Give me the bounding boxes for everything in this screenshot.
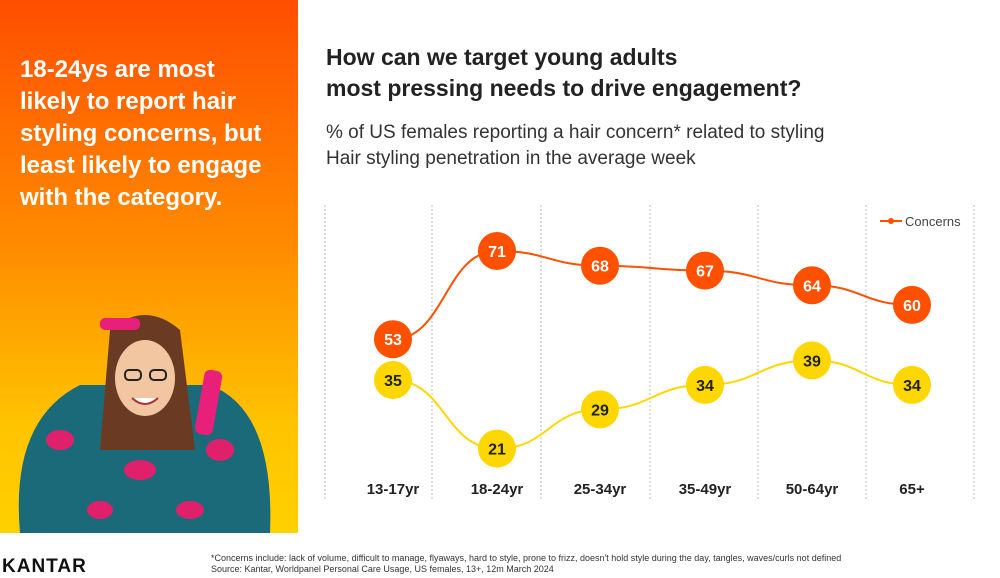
data-label: 67 xyxy=(696,264,714,281)
data-label: 35 xyxy=(384,373,402,390)
left-panel: 18-24ys are most likely to report hair s… xyxy=(0,0,298,533)
legend-marker xyxy=(888,218,894,224)
data-point xyxy=(478,232,516,270)
series-line xyxy=(392,249,913,341)
series-line xyxy=(392,359,913,450)
footnote: *Concerns include: lack of volume, diffi… xyxy=(211,553,841,575)
data-label: 53 xyxy=(384,332,402,349)
legend-label: Concerns xyxy=(905,214,961,229)
subtitle: % of US females reporting a hair concern… xyxy=(326,120,824,172)
title-line: How can we target young adults xyxy=(326,44,678,70)
footnote-note: *Concerns include: lack of volume, diffi… xyxy=(211,553,842,563)
data-point xyxy=(478,429,516,468)
data-point xyxy=(893,285,931,324)
subtitle-line: Hair styling penetration in the average … xyxy=(326,148,696,169)
data-point xyxy=(793,341,831,380)
data-point xyxy=(581,390,619,429)
kantar-logo: KANTAR xyxy=(2,556,87,577)
data-label: 71 xyxy=(488,244,506,261)
data-label: 34 xyxy=(696,378,714,395)
data-label: 21 xyxy=(488,442,506,459)
data-point xyxy=(374,320,412,359)
line-chart: 13-17yr 18-24yr 25-34yr 35-49yr 50-64yr 65+ 35… xyxy=(324,205,975,500)
data-label: 39 xyxy=(803,353,821,370)
data-label: 64 xyxy=(803,278,821,295)
data-point xyxy=(581,246,619,285)
data-point xyxy=(793,266,831,305)
woman-with-hairspray-photo xyxy=(18,315,271,533)
x-tick-label: 35-49yr xyxy=(679,481,732,498)
data-point xyxy=(686,365,724,404)
x-tick-label: 50-64yr xyxy=(786,481,839,498)
page-title: How can we target young adults most press… xyxy=(326,42,801,104)
x-tick-label: 18-24yr xyxy=(471,481,524,498)
footnote-source: Source: Kantar, Worldpanel Personal Care… xyxy=(211,564,554,574)
headline: 18-24ys are most likely to report hair s… xyxy=(20,56,262,211)
data-point xyxy=(686,251,724,290)
data-point xyxy=(893,365,931,404)
data-label: 60 xyxy=(903,298,921,315)
title-line: most pressing needs to drive engagement? xyxy=(326,75,802,101)
data-label: 68 xyxy=(591,259,609,276)
subtitle-line: % of US females reporting a hair concern… xyxy=(326,122,825,143)
x-tick-label: 13-17yr xyxy=(367,481,420,498)
x-tick-label: 65+ xyxy=(899,481,925,498)
data-label: 29 xyxy=(591,402,609,419)
data-label: 34 xyxy=(903,378,921,395)
data-point xyxy=(374,361,412,399)
x-tick-label: 25-34yr xyxy=(574,481,627,498)
